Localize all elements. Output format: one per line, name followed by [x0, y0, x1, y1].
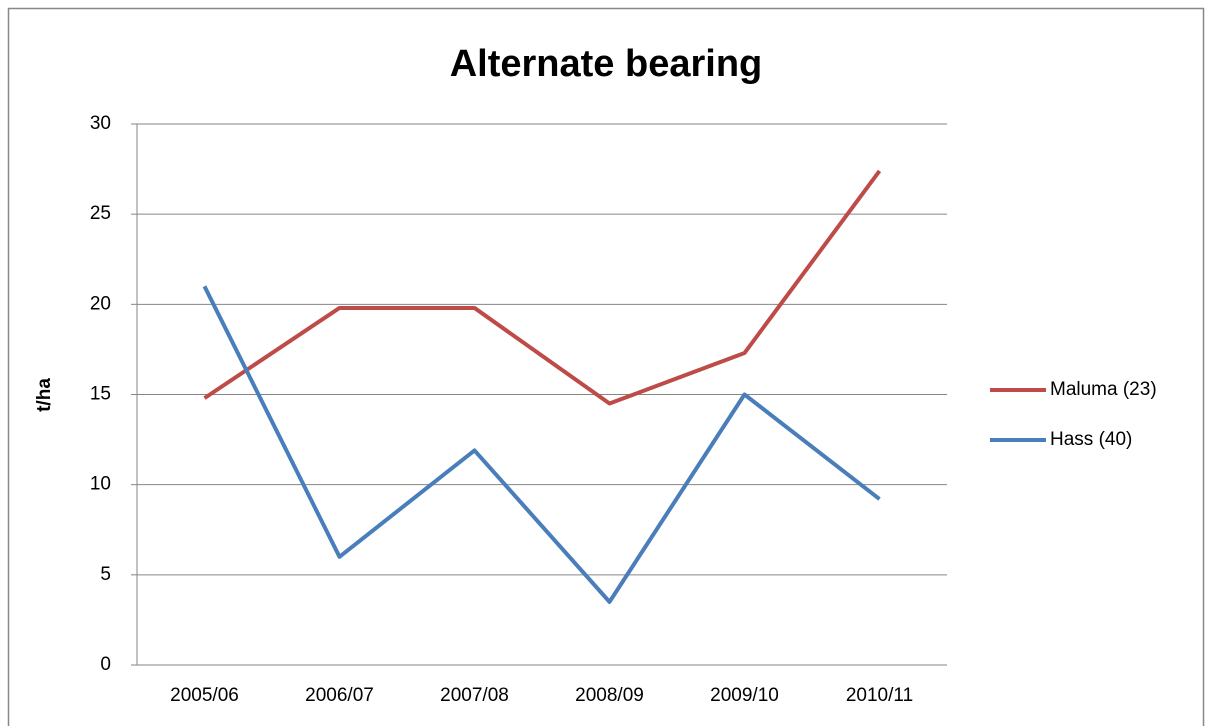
chart-title: Alternate bearing	[450, 43, 763, 85]
chart-frame	[7, 7, 1205, 726]
y-tick-label: 25	[90, 203, 111, 224]
x-tick-label: 2005/06	[170, 685, 239, 706]
x-tick-label: 2007/08	[440, 685, 509, 706]
y-tick-label: 30	[90, 113, 111, 134]
series-line	[203, 169, 882, 406]
y-tick-label: 10	[90, 474, 111, 495]
y-tick-label: 20	[90, 293, 111, 314]
x-tick-label: 2009/10	[710, 685, 779, 706]
x-tick-label: 2008/09	[575, 685, 644, 706]
y-tick-label: 15	[90, 384, 111, 405]
series-line	[202, 285, 881, 604]
legend-label: Maluma (23)	[1050, 379, 1157, 400]
x-tick-label: 2006/07	[305, 685, 374, 706]
legend-label: Hass (40)	[1050, 429, 1132, 450]
y-axis-title: t/ha	[34, 378, 55, 412]
y-tick-label: 5	[100, 564, 111, 585]
y-tick-label: 0	[100, 654, 111, 675]
x-tick-label: 2010/11	[846, 685, 913, 706]
